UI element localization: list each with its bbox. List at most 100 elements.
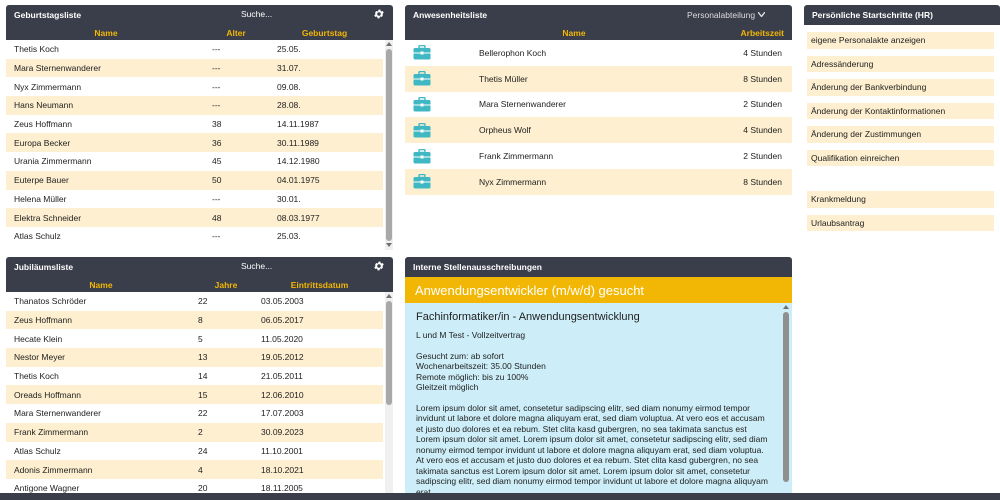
- row-name: Orpheus Wolf: [479, 125, 531, 136]
- table-row[interactable]: Nestor Meyer 13 19.05.2012: [6, 348, 383, 367]
- column-entry-date[interactable]: Eintrittsdatum: [290, 279, 349, 290]
- row-name: Nyx Zimmermann: [479, 176, 547, 187]
- gear-icon[interactable]: [373, 8, 385, 20]
- column-worktime[interactable]: Arbeitszeit: [740, 27, 784, 38]
- birthday-column-header: Name Alter Geburtstag: [6, 25, 393, 40]
- jubilee-header: Jubiläumsliste: [6, 257, 393, 277]
- row-years: 22: [198, 408, 208, 419]
- row-name: Oreads Hoffmann: [14, 389, 81, 400]
- table-row[interactable]: Orpheus Wolf 4 Stunden: [405, 117, 792, 144]
- step-link[interactable]: Adressänderung: [807, 55, 994, 72]
- row-age: ---: [212, 44, 221, 55]
- row-worktime: 2 Stunden: [743, 151, 782, 162]
- row-name: Urania Zimmermann: [14, 156, 92, 167]
- scroll-thumb[interactable]: [386, 49, 392, 241]
- row-years: 2: [198, 427, 203, 438]
- table-row[interactable]: Oreads Hoffmann 15 12.06.2010: [6, 385, 383, 405]
- job-scrollbar[interactable]: [782, 303, 790, 493]
- table-row[interactable]: Euterpe Bauer 50 04.01.1975: [6, 170, 383, 190]
- table-row[interactable]: Antigone Wagner 20 18.11.2005: [6, 479, 383, 493]
- department-select-value: Personalabteilung: [687, 9, 756, 20]
- row-entry-date: 17.07.2003: [261, 408, 304, 419]
- job-detail: Wochenarbeitszeit: 35.00 Stunden: [416, 361, 546, 371]
- attendance-header: Anwesenheitsliste Personalabteilung: [405, 5, 792, 25]
- table-row[interactable]: Nyx Zimmermann --- 09.08.: [6, 77, 383, 96]
- table-row[interactable]: Atlas Schulz 24 11.10.2001: [6, 442, 383, 461]
- column-name[interactable]: Name: [89, 279, 113, 290]
- table-row[interactable]: Frank Zimmermann 2 Stunden: [405, 143, 792, 169]
- table-row[interactable]: Europa Becker 36 30.11.1989: [6, 133, 383, 153]
- table-row[interactable]: Thetis Müller 8 Stunden: [405, 65, 792, 92]
- column-years[interactable]: Jahre: [214, 279, 238, 290]
- row-birthday: 30.11.1989: [277, 137, 319, 148]
- row-name: Nyx Zimmermann: [14, 81, 82, 92]
- row-name: Mara Sternenwanderer: [14, 63, 101, 74]
- table-row[interactable]: Elektra Schneider 48 08.03.1977: [6, 208, 383, 227]
- gear-icon[interactable]: [373, 260, 385, 272]
- row-name: Europa Becker: [14, 137, 71, 148]
- row-name: Zeus Hoffmann: [14, 315, 72, 326]
- table-row[interactable]: Bellerophon Koch 4 Stunden: [405, 40, 792, 66]
- row-name: Thanatos Schröder: [14, 296, 87, 307]
- job-details: Gesucht zum: ab sofort Wochenarbeitszeit…: [416, 351, 772, 393]
- jubilee-scrollbar[interactable]: [385, 292, 393, 493]
- table-row[interactable]: Hecate Klein 5 11.05.2020: [6, 329, 383, 348]
- table-row[interactable]: Thetis Koch 14 21.05.2011: [6, 367, 383, 386]
- scroll-up-icon[interactable]: [783, 305, 789, 309]
- row-name: Frank Zimmermann: [14, 427, 89, 438]
- jobs-title: Interne Stellenausschreibungen: [413, 262, 542, 272]
- jubilee-search-input[interactable]: [241, 261, 341, 271]
- job-title[interactable]: Anwendungsentwickler (m/w/d) gesucht: [405, 277, 792, 303]
- birthday-panel: Geburtstagsliste Name Alter Geburtstag T…: [6, 5, 393, 250]
- table-row[interactable]: Urania Zimmermann 45 14.12.1980: [6, 152, 383, 171]
- step-link[interactable]: eigene Personalakte anzeigen: [807, 32, 994, 49]
- attendance-title: Anwesenheitsliste: [413, 10, 488, 20]
- scroll-up-icon[interactable]: [386, 42, 392, 46]
- table-row[interactable]: Hans Neumann --- 28.08.: [6, 96, 383, 115]
- column-name[interactable]: Name: [562, 27, 586, 38]
- table-row[interactable]: Mara Sternenwanderer 2 Stunden: [405, 92, 792, 118]
- table-row[interactable]: Mara Sternenwanderer 22 17.07.2003: [6, 404, 383, 423]
- table-row[interactable]: Zeus Hoffmann 38 14.11.1987: [6, 115, 383, 134]
- bottom-bar: [0, 493, 1000, 500]
- row-entry-date: 18.11.2005: [261, 483, 303, 493]
- department-select[interactable]: Personalabteilung: [683, 8, 769, 21]
- scroll-thumb[interactable]: [783, 312, 789, 482]
- row-name: Mara Sternenwanderer: [14, 408, 101, 419]
- table-row[interactable]: Helena Müller --- 30.01.: [6, 190, 383, 209]
- table-row[interactable]: Thanatos Schröder 22 03.05.2003: [6, 292, 383, 311]
- table-row[interactable]: Atlas Schulz --- 25.03.: [6, 227, 383, 246]
- column-birthday[interactable]: Geburtstag: [301, 27, 348, 38]
- step-link[interactable]: Urlaubsantrag: [807, 214, 994, 231]
- row-age: 36: [212, 137, 222, 148]
- scroll-down-icon[interactable]: [386, 243, 392, 247]
- briefcase-icon: [413, 71, 431, 86]
- job-detail: Gleitzeit möglich: [416, 382, 479, 392]
- row-age: ---: [212, 231, 221, 242]
- row-worktime: 8 Stunden: [743, 73, 782, 84]
- column-name[interactable]: Name: [94, 27, 118, 38]
- birthday-scrollbar[interactable]: [385, 40, 393, 250]
- jobs-panel: Interne Stellenausschreibungen Anwendung…: [405, 257, 792, 493]
- row-entry-date: 21.05.2011: [261, 371, 303, 382]
- step-link[interactable]: Krankmeldung: [807, 191, 994, 208]
- attendance-panel: Anwesenheitsliste Personalabteilung Name…: [405, 5, 792, 205]
- steps-list: eigene Personalakte anzeigen Adressänderu…: [804, 32, 1000, 166]
- row-age: ---: [212, 81, 221, 92]
- birthday-search-input[interactable]: [241, 9, 341, 19]
- step-link[interactable]: Änderung der Zustimmungen: [807, 126, 994, 143]
- row-age: ---: [212, 63, 221, 74]
- table-row[interactable]: Frank Zimmermann 2 30.09.2023: [6, 422, 383, 442]
- step-link[interactable]: Änderung der Bankverbindung: [807, 79, 994, 96]
- row-years: 5: [198, 333, 203, 344]
- scroll-thumb[interactable]: [386, 301, 392, 405]
- scroll-up-icon[interactable]: [386, 294, 392, 298]
- table-row[interactable]: Zeus Hoffmann 8 06.05.2017: [6, 310, 383, 330]
- table-row[interactable]: Adonis Zimmermann 4 18.10.2021: [6, 460, 383, 479]
- step-link[interactable]: Änderung der Kontaktinformationen: [807, 102, 994, 119]
- column-age[interactable]: Alter: [226, 27, 246, 38]
- table-row[interactable]: Thetis Koch --- 25.05.: [6, 40, 383, 59]
- step-link[interactable]: Qualifikation einreichen: [807, 149, 994, 166]
- table-row[interactable]: Mara Sternenwanderer --- 31.07.: [6, 58, 383, 78]
- table-row[interactable]: Nyx Zimmermann 8 Stunden: [405, 168, 792, 195]
